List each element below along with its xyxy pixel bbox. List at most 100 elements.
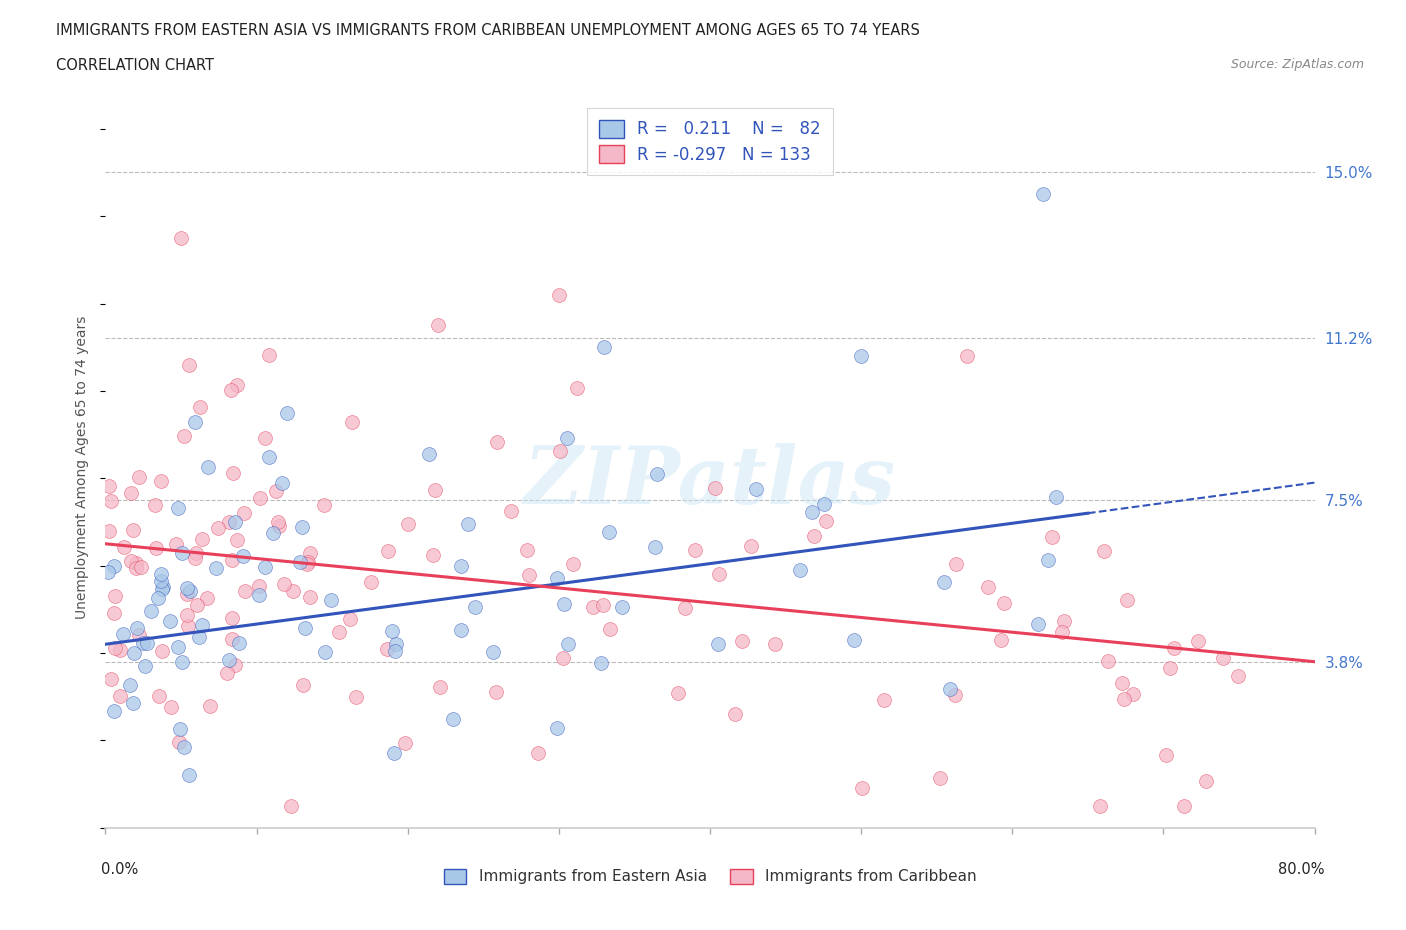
- Point: [423, 483, 446, 498]
- Point: [247, 587, 270, 602]
- Point: [169, 735, 191, 750]
- Point: [184, 546, 207, 561]
- Point: [198, 698, 221, 713]
- Point: [149, 574, 172, 589]
- Point: [190, 618, 212, 632]
- Point: [173, 429, 195, 444]
- Point: [224, 514, 246, 529]
- Point: [803, 529, 825, 544]
- Point: [1032, 187, 1054, 202]
- Point: [232, 548, 254, 563]
- Point: [443, 711, 465, 726]
- Point: [1045, 489, 1067, 504]
- Point: [418, 447, 440, 462]
- Point: [197, 460, 219, 475]
- Point: [283, 583, 305, 598]
- Point: [125, 556, 148, 571]
- Point: [264, 484, 287, 498]
- Point: [789, 563, 811, 578]
- Point: [562, 557, 585, 572]
- Point: [377, 641, 399, 656]
- Point: [813, 497, 835, 512]
- Point: [319, 592, 342, 607]
- Point: [450, 558, 472, 573]
- Point: [225, 378, 247, 392]
- Point: [273, 577, 295, 591]
- Point: [221, 631, 243, 646]
- Point: [228, 636, 250, 651]
- Point: [385, 637, 408, 652]
- Point: [249, 490, 271, 505]
- Point: [165, 537, 187, 551]
- Point: [103, 703, 125, 718]
- Point: [253, 560, 276, 575]
- Point: [225, 533, 247, 548]
- Point: [169, 722, 191, 737]
- Point: [149, 474, 172, 489]
- Point: [683, 542, 706, 557]
- Point: [176, 618, 198, 633]
- Point: [257, 449, 280, 464]
- Point: [127, 620, 149, 635]
- Point: [104, 589, 127, 604]
- Text: 0.0%: 0.0%: [101, 862, 138, 877]
- Point: [842, 632, 865, 647]
- Point: [299, 590, 322, 604]
- Y-axis label: Unemployment Among Ages 65 to 74 years: Unemployment Among Ages 65 to 74 years: [76, 315, 90, 619]
- Point: [873, 692, 896, 707]
- Point: [143, 498, 166, 512]
- Point: [266, 514, 288, 529]
- Point: [377, 543, 399, 558]
- Point: [644, 539, 666, 554]
- Point: [360, 574, 382, 589]
- Point: [666, 686, 689, 701]
- Point: [526, 746, 548, 761]
- Text: 80.0%: 80.0%: [1278, 862, 1324, 877]
- Point: [176, 580, 198, 595]
- Point: [481, 644, 503, 659]
- Point: [553, 597, 575, 612]
- Point: [1053, 614, 1076, 629]
- Point: [122, 696, 145, 711]
- Point: [849, 349, 872, 364]
- Point: [851, 781, 873, 796]
- Point: [610, 600, 633, 615]
- Point: [135, 635, 157, 650]
- Point: [221, 552, 243, 567]
- Point: [993, 595, 1015, 610]
- Point: [457, 516, 479, 531]
- Point: [124, 646, 146, 661]
- Point: [745, 482, 768, 497]
- Point: [1040, 530, 1063, 545]
- Point: [276, 405, 298, 420]
- Point: [191, 532, 214, 547]
- Point: [97, 524, 120, 538]
- Point: [170, 231, 193, 246]
- Point: [103, 605, 125, 620]
- Point: [150, 566, 173, 581]
- Point: [707, 636, 730, 651]
- Point: [179, 768, 201, 783]
- Point: [125, 560, 148, 575]
- Point: [131, 560, 153, 575]
- Point: [582, 599, 605, 614]
- Point: [990, 632, 1012, 647]
- Point: [173, 739, 195, 754]
- Point: [294, 621, 316, 636]
- Point: [186, 598, 208, 613]
- Point: [108, 642, 131, 657]
- Point: [219, 383, 242, 398]
- Point: [314, 644, 336, 659]
- Point: [150, 582, 173, 597]
- Point: [150, 644, 173, 658]
- Point: [249, 578, 271, 593]
- Point: [233, 584, 256, 599]
- Point: [673, 601, 696, 616]
- Point: [422, 547, 444, 562]
- Point: [218, 514, 240, 529]
- Point: [172, 545, 194, 560]
- Point: [103, 558, 125, 573]
- Point: [429, 680, 451, 695]
- Point: [224, 658, 246, 672]
- Point: [731, 634, 754, 649]
